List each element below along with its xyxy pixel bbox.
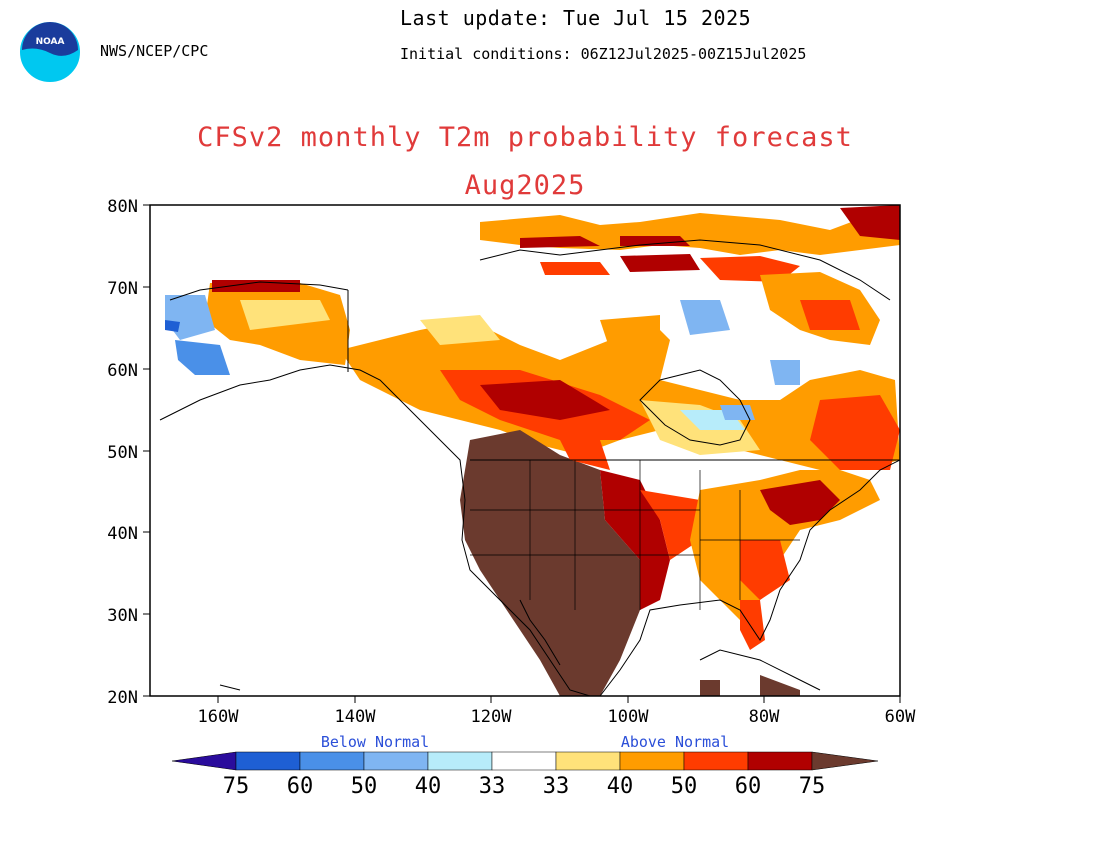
noaa-logo: NOAA bbox=[18, 20, 82, 84]
us-west-anomaly bbox=[460, 430, 700, 696]
lat-label: 20N bbox=[107, 688, 138, 708]
lon-label: 160W bbox=[198, 707, 240, 727]
above-normal-caption: Above Normal bbox=[621, 733, 729, 751]
legend-label: 50 bbox=[351, 774, 378, 799]
us-east-anomaly bbox=[690, 470, 880, 696]
lon-labels: 160W 140W 120W 100W 80W 60W bbox=[198, 707, 917, 727]
lat-label: 40N bbox=[107, 524, 138, 544]
axis-ticks bbox=[143, 204, 901, 703]
legend-label: 75 bbox=[223, 774, 250, 799]
logo-text: NOAA bbox=[36, 37, 65, 47]
lat-labels: 80N 70N 60N 50N 40N 30N 20N bbox=[107, 197, 138, 708]
lon-label: 60W bbox=[885, 707, 916, 727]
lat-label: 30N bbox=[107, 606, 138, 626]
legend-swatch-a33 bbox=[555, 751, 621, 771]
legend-swatch-b33 bbox=[427, 751, 493, 771]
legend-label: 40 bbox=[415, 774, 442, 799]
canada-anomaly bbox=[340, 315, 900, 470]
legend-swatch-b50 bbox=[299, 751, 365, 771]
alaska-anomaly bbox=[165, 280, 350, 375]
agency-label: NWS/NCEP/CPC bbox=[100, 42, 209, 60]
lon-label: 100W bbox=[608, 707, 650, 727]
legend-swatch-b75 bbox=[171, 751, 237, 771]
last-update: Last update: Tue Jul 15 2025 bbox=[400, 6, 752, 30]
legend-label: 40 bbox=[607, 774, 634, 799]
legend-swatch-b60 bbox=[235, 751, 301, 771]
lon-label: 80W bbox=[749, 707, 780, 727]
legend-swatch-normal bbox=[491, 751, 557, 771]
lat-label: 50N bbox=[107, 443, 138, 463]
map-layer bbox=[150, 205, 900, 696]
legend-swatch-b40 bbox=[363, 751, 429, 771]
legend-swatch-a75 bbox=[811, 751, 879, 771]
legend-swatch-a40 bbox=[619, 751, 685, 771]
lon-label: 140W bbox=[335, 707, 377, 727]
map-title: CFSv2 monthly T2m probability forecast bbox=[197, 122, 853, 153]
lat-label: 70N bbox=[107, 279, 138, 299]
arctic-anomaly-region bbox=[480, 205, 900, 282]
coastlines bbox=[159, 239, 900, 696]
lat-label: 80N bbox=[107, 197, 138, 217]
legend-label: 60 bbox=[287, 774, 314, 799]
legend-label: 60 bbox=[735, 774, 762, 799]
below-normal-caption: Below Normal bbox=[321, 733, 429, 751]
state-borders bbox=[470, 460, 800, 610]
lat-label: 60N bbox=[107, 361, 138, 381]
legend-label: 33 bbox=[479, 774, 506, 799]
color-legend: Below Normal Above Normal 75 60 50 40 33… bbox=[171, 733, 879, 799]
legend-swatch-a60 bbox=[747, 751, 813, 771]
map-subtitle: Aug2025 bbox=[464, 170, 586, 201]
legend-label: 50 bbox=[671, 774, 698, 799]
legend-label: 33 bbox=[543, 774, 570, 799]
lon-label: 120W bbox=[471, 707, 513, 727]
initial-conditions: Initial conditions: 06Z12Jul2025-00Z15Ju… bbox=[400, 45, 807, 63]
legend-swatch-a50 bbox=[683, 751, 749, 771]
legend-label: 75 bbox=[799, 774, 826, 799]
